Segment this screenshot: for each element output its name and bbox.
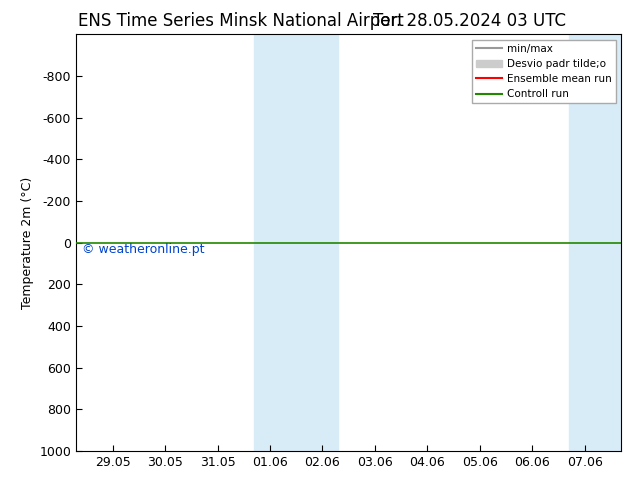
Text: ENS Time Series Minsk National Airport: ENS Time Series Minsk National Airport: [78, 12, 404, 30]
Legend: min/max, Desvio padr tilde;o, Ensemble mean run, Controll run: min/max, Desvio padr tilde;o, Ensemble m…: [472, 40, 616, 103]
Text: © weatheronline.pt: © weatheronline.pt: [82, 244, 204, 256]
Bar: [569, 34, 634, 451]
Bar: [254, 34, 338, 451]
Text: Ter. 28.05.2024 03 UTC: Ter. 28.05.2024 03 UTC: [373, 12, 566, 30]
Y-axis label: Temperature 2m (°C): Temperature 2m (°C): [21, 176, 34, 309]
